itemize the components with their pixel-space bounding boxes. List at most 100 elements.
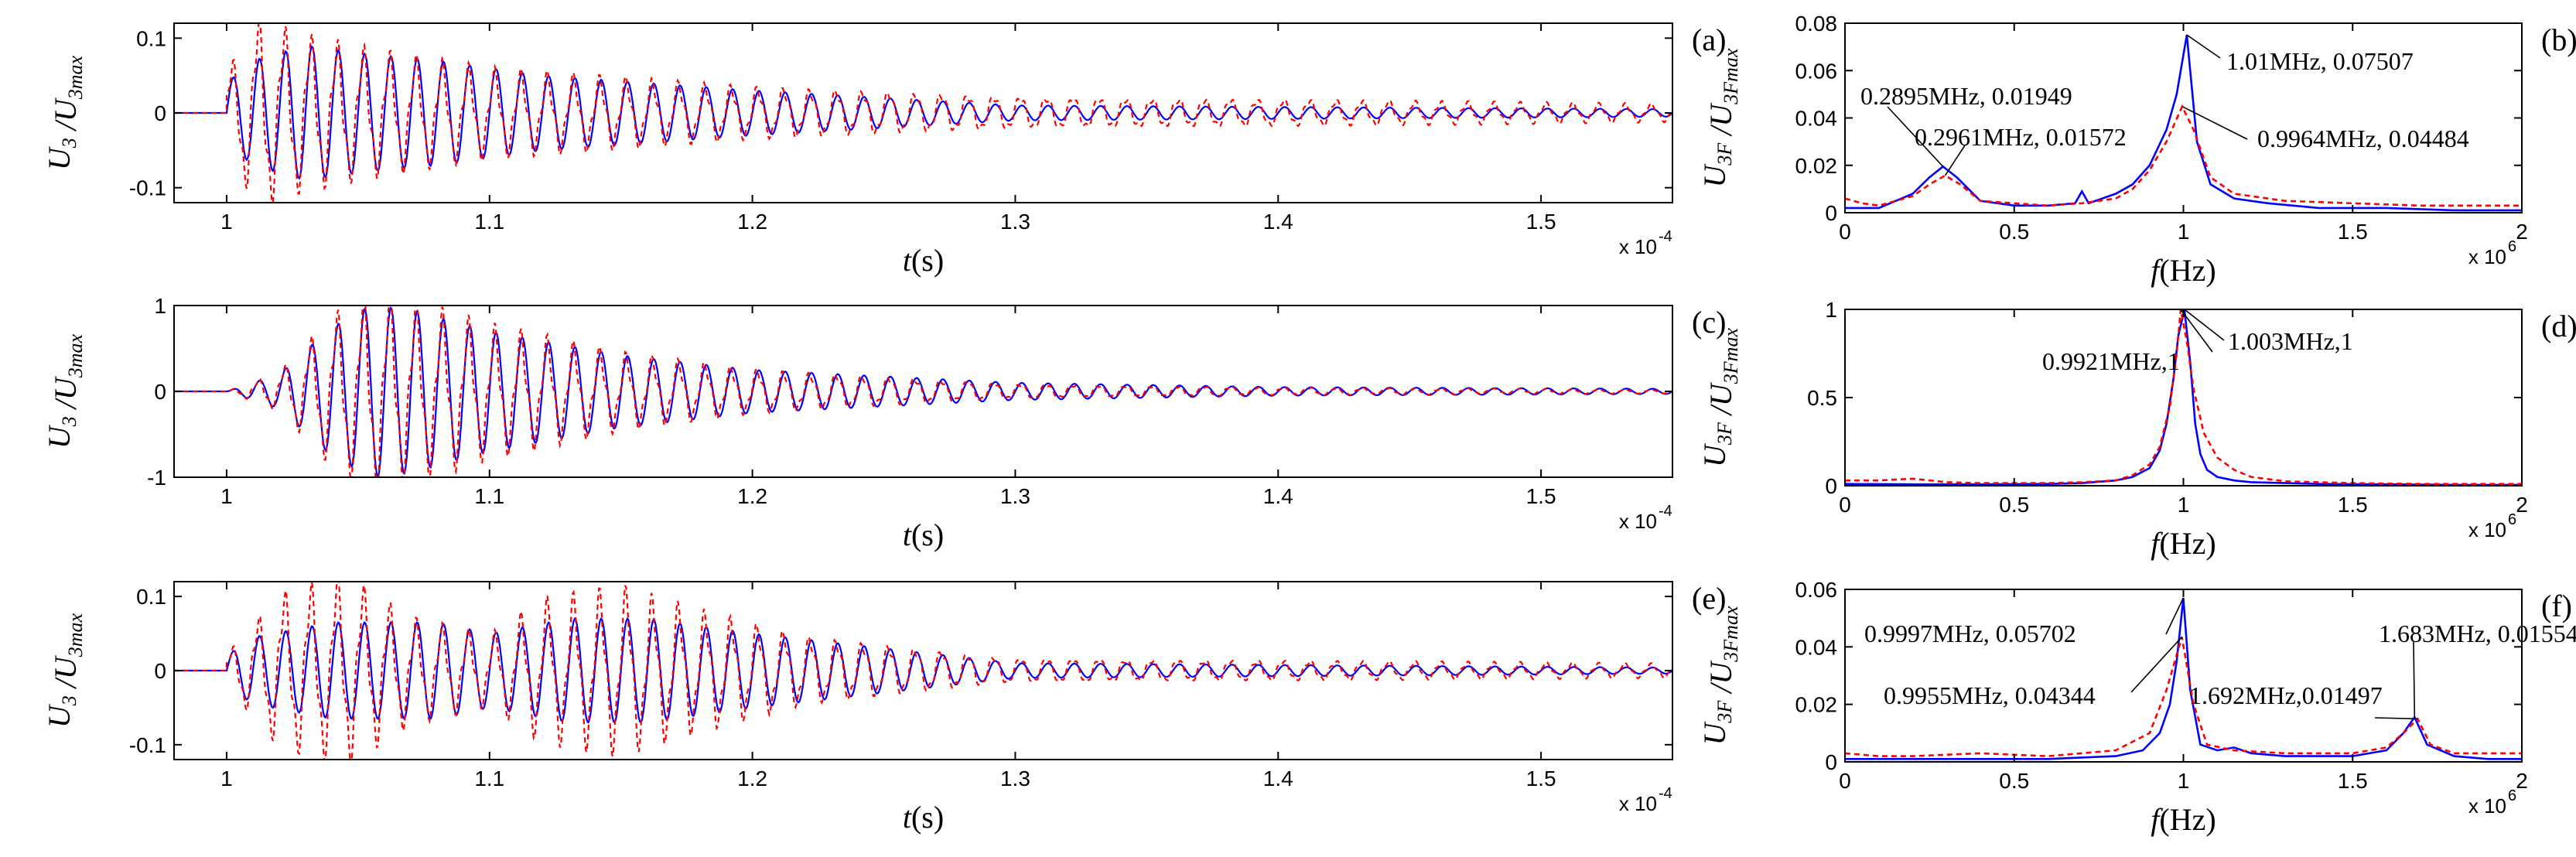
ylabel-d: U3F /U3Fmax <box>1697 328 1742 467</box>
plot-area-d <box>1845 309 2522 486</box>
ytick-label: -1 <box>147 466 166 490</box>
ylabel-e: U3 /U3max <box>42 613 87 728</box>
xtick-label: 1.4 <box>1263 767 1293 790</box>
annotation-leader <box>2184 309 2225 341</box>
ytick-label: 0 <box>1825 750 1837 774</box>
xlabel-c: t(s) <box>903 517 944 552</box>
annotation-label: 0.9955MHz, 0.04344 <box>1884 681 2096 709</box>
ytick-label: 0 <box>1825 201 1837 225</box>
xtick-label: 1.5 <box>2338 769 2368 793</box>
xtick-label: 0.5 <box>1999 769 2029 793</box>
xtick-label: 1.2 <box>737 767 767 790</box>
xtick-label: 1.1 <box>474 484 504 508</box>
panel-label-c: (c) <box>1692 305 1726 340</box>
xlabel-f: f(Hz) <box>2151 802 2216 837</box>
x-exponent-e: x 10 <box>1619 792 1657 815</box>
xtick-label: 1.5 <box>1526 484 1556 508</box>
series-d-1 <box>1845 309 2522 486</box>
xtick-label: 1 <box>220 210 233 234</box>
annotation-leader <box>2374 717 2418 720</box>
annotation-label: 0.2895MHz, 0.01949 <box>1860 82 2072 110</box>
plot-area-f <box>1845 597 2522 760</box>
xtick-label: 1.3 <box>1000 210 1030 234</box>
x-exponent-a: x 10 <box>1619 235 1657 258</box>
xtick-label: 2 <box>2516 769 2528 793</box>
xtick-label: 0 <box>1839 493 1851 517</box>
annotation-label: 1.692MHz,0.01497 <box>2189 681 2383 709</box>
annotation-label: 1.683MHz, 0.01554 <box>2379 620 2576 647</box>
series-b-1 <box>1845 34 2522 212</box>
panel-label-f: (f) <box>2541 589 2572 623</box>
series-a-1 <box>174 45 1672 180</box>
plot-area-b <box>1845 34 2522 212</box>
series-b-2 <box>1845 104 2522 207</box>
annotation-leader <box>1887 106 1944 167</box>
annotation-label: 0.9964MHz, 0.04484 <box>2257 125 2469 152</box>
annotation-leader <box>2181 105 2248 140</box>
ytick-label: 0 <box>154 380 166 404</box>
series-f-2 <box>1845 637 2522 757</box>
panel-label-e: (e) <box>1692 581 1726 616</box>
ytick-label: -0.1 <box>129 176 166 200</box>
ytick-label: -0.1 <box>129 733 166 757</box>
x-exponent-power-f: 6 <box>2508 787 2516 804</box>
xtick-label: 1.2 <box>737 210 767 234</box>
axes-frame-f <box>1844 589 2523 763</box>
x-exponent-f: x 10 <box>2468 794 2506 818</box>
x-exponent-power-c: -4 <box>1659 503 1672 520</box>
annotation-leader <box>2130 637 2183 693</box>
xtick-label: 1 <box>2178 493 2190 517</box>
x-exponent-d: x 10 <box>2468 518 2506 541</box>
xlabel-d: f(Hz) <box>2151 526 2216 561</box>
xtick-label: 1 <box>2178 220 2190 244</box>
xtick-label: 1.3 <box>1000 484 1030 508</box>
ytick-label: 0.1 <box>136 26 166 50</box>
xtick-label: 1.1 <box>474 767 504 790</box>
xlabel-a: t(s) <box>903 243 944 278</box>
axes-frame-d <box>1844 309 2523 487</box>
annotation-label: 0.2961MHz, 0.01572 <box>1915 123 2127 151</box>
xtick-label: 1.3 <box>1000 767 1030 790</box>
ylabel-a: U3 /U3max <box>42 55 87 170</box>
xlabel-b: f(Hz) <box>2151 253 2216 288</box>
ytick-label: 0.5 <box>1807 386 1837 410</box>
ytick-label: 0.04 <box>1795 107 1838 131</box>
ytick-label: 0 <box>154 101 166 125</box>
series-e-1 <box>174 617 1672 724</box>
panel-a: 1 1.1 1.2 1.3 1.4 1.5 -0.1 0 0.1 x 10 -4 t(s) U3 /U3… <box>42 22 1726 278</box>
panel-f: 0 0.5 1 1.5 2 0 0.02 0.04 0.06 x 10 6 f(Hz) U3F /U3F… <box>1697 578 2576 837</box>
panel-b: 0 0.5 1 1.5 2 0 0.02 0.04 0.06 0.08 x 10 6 f(Hz) U3F … <box>1697 12 2576 288</box>
plot-area-a <box>174 23 1672 203</box>
series-c-2 <box>174 306 1672 477</box>
panel-e: 1 1.1 1.2 1.3 1.4 1.5 -0.1 0 0.1 x 10 -4 t(s) U3 /U3… <box>42 581 1726 835</box>
xtick-label: 0 <box>1839 220 1851 244</box>
x-exponent-c: x 10 <box>1619 510 1657 533</box>
ytick-label: 0 <box>154 659 166 683</box>
series-d-2 <box>1845 309 2522 485</box>
ylabel-b: U3F /U3Fmax <box>1697 48 1742 187</box>
ytick-label: 0.06 <box>1795 578 1838 602</box>
annotation-leader <box>2165 597 2185 635</box>
ylabel-f: U3F /U3Fmax <box>1697 606 1742 745</box>
xtick-label: 0.5 <box>1999 220 2029 244</box>
plot-area-e <box>174 582 1672 760</box>
series-f-1 <box>1845 597 2522 760</box>
ylabel-c: U3 /U3max <box>42 333 87 449</box>
xtick-label: 2 <box>2516 220 2528 244</box>
panel-label-b: (b) <box>2541 22 2576 57</box>
xtick-label: 0 <box>1839 769 1851 793</box>
annotation-leader <box>1944 145 1966 176</box>
plot-area-c <box>174 306 1672 477</box>
ytick-label: 1 <box>1825 298 1837 322</box>
xtick-label: 1 <box>2178 769 2190 793</box>
xtick-label: 1.4 <box>1263 484 1293 508</box>
x-exponent-power-a: -4 <box>1659 228 1672 245</box>
annotation-label: 1.01MHz, 0.07507 <box>2226 47 2414 75</box>
x-exponent-power-e: -4 <box>1659 785 1672 802</box>
xtick-label: 1.5 <box>1526 767 1556 790</box>
series-e-2 <box>174 582 1672 760</box>
panel-c: 1 1.1 1.2 1.3 1.4 1.5 -1 0 1 x 10 -4 t(s) U3 /U3max (… <box>42 294 1726 552</box>
panel-label-a: (a) <box>1692 22 1726 57</box>
ytick-label: 1 <box>154 294 166 318</box>
